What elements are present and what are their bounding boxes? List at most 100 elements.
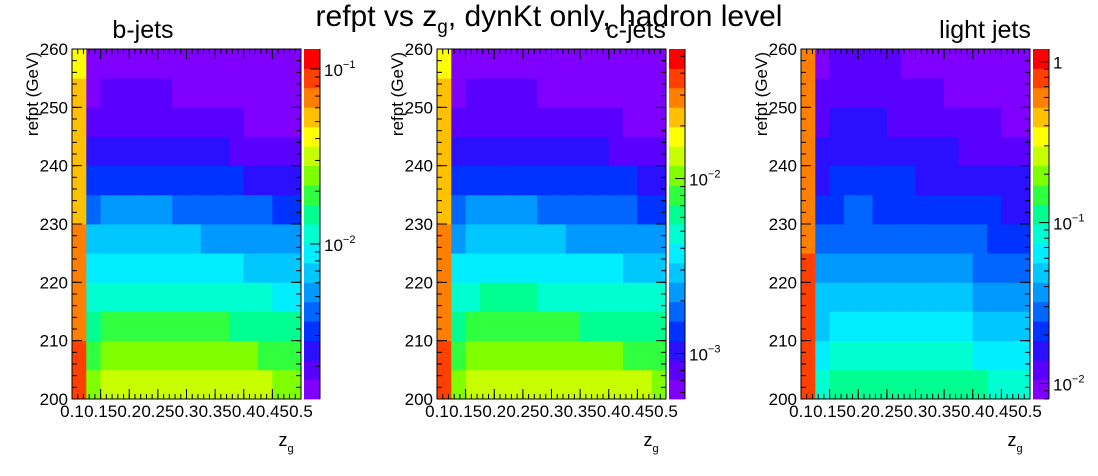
heatmap-cell	[157, 282, 173, 312]
heatmap-cell	[114, 369, 130, 400]
heatmap-cell	[286, 224, 302, 254]
heatmap-cell	[858, 136, 873, 167]
heatmap-cell	[157, 311, 173, 342]
y-tick-label: 240	[405, 157, 433, 176]
color-bar-segment	[304, 146, 320, 167]
heatmap-cell	[958, 369, 974, 400]
heatmap-cell	[815, 107, 831, 137]
heatmap-cell	[494, 282, 509, 312]
x-axis-title-subscript: g	[1016, 443, 1022, 455]
heatmap-cell	[987, 340, 1002, 371]
color-bar-segment	[304, 379, 320, 400]
y-tick-label: 260	[769, 40, 797, 59]
heatmap-panel-2: 0.1 0.15 0.2 0.25 0.3 0.35 0.4 0.45 0.5 200 210 220…	[388, 16, 720, 455]
heatmap-cell	[872, 78, 888, 108]
heatmap-cell	[479, 340, 495, 371]
heatmap-cell	[494, 165, 509, 196]
heatmap-cell	[929, 49, 945, 79]
heatmap-cell	[915, 194, 931, 225]
heatmap-cell	[508, 253, 524, 283]
heatmap-cell	[886, 369, 902, 400]
heatmap-cell	[886, 311, 902, 342]
z-tick-exponent: −2	[708, 169, 721, 181]
heatmap-cell	[958, 49, 974, 79]
heatmap-cell	[229, 165, 245, 196]
x-tick-label: 0.15	[813, 402, 846, 421]
heatmap-cell	[623, 340, 638, 371]
y-axis-title: refpt (GeV)	[388, 52, 407, 136]
heatmap-cell	[944, 369, 959, 400]
heatmap-cell	[100, 253, 116, 283]
heatmap-cell	[172, 253, 187, 283]
heatmap-cell	[987, 165, 1002, 196]
heatmap-cell	[872, 194, 888, 225]
x-tick-label: 0.35	[564, 402, 597, 421]
color-bar-segment	[669, 360, 685, 380]
heatmap-cell	[929, 253, 945, 283]
main-title-suffix: , dynKt only, hadron level	[447, 0, 783, 33]
heatmap-cell	[494, 340, 509, 371]
heatmap-cell	[637, 282, 653, 312]
heatmap-cell	[143, 136, 159, 167]
color-bar-segment	[1033, 379, 1049, 400]
panel-title: light jets	[939, 16, 1031, 44]
heatmap-cell	[551, 340, 567, 371]
heatmap-cell	[815, 282, 831, 312]
heatmap-cell	[172, 194, 187, 225]
heatmap-cell	[537, 311, 552, 342]
heatmap-cell	[872, 224, 888, 254]
heatmap-cell	[437, 107, 452, 137]
heatmap-cell	[886, 107, 902, 137]
heatmap-cell	[86, 253, 102, 283]
heatmap-cell	[829, 49, 845, 79]
heatmap-cell	[286, 253, 302, 283]
heatmap-cell	[200, 136, 216, 167]
color-bar-segment	[304, 49, 320, 69]
heatmap-cell	[929, 282, 945, 312]
heatmap-cell	[1015, 224, 1031, 254]
heatmap-cell	[1015, 49, 1031, 79]
color-bar-segment	[669, 340, 685, 361]
heatmap-cell	[565, 107, 581, 137]
heatmap-cell	[972, 136, 988, 167]
heatmap-cell	[286, 107, 302, 137]
heatmap-cell	[1015, 78, 1031, 108]
heatmap-cell	[944, 253, 959, 283]
heatmap-cell	[200, 340, 216, 371]
heatmap-cell	[1001, 165, 1017, 196]
heatmap-cell	[580, 136, 595, 167]
z-tick-exponent: −1	[343, 59, 356, 71]
heatmap-cell	[608, 369, 624, 400]
heatmap-cell	[100, 340, 116, 371]
heatmap-cell	[901, 224, 916, 254]
color-bar-segment	[669, 379, 685, 400]
y-tick-label: 250	[40, 98, 68, 117]
heatmap-cell	[243, 49, 259, 79]
heatmap-cell	[1015, 136, 1031, 167]
heatmap-cell	[972, 253, 988, 283]
heatmap-cell	[623, 78, 638, 108]
heatmap-cell	[651, 165, 667, 196]
heatmap-cell	[465, 49, 481, 79]
heatmap-cell	[437, 78, 452, 108]
x-tick-label: 0.4	[961, 402, 985, 421]
heatmap-cell	[551, 49, 567, 79]
heatmap-cell	[580, 107, 595, 137]
heatmap-cell	[229, 311, 245, 342]
heatmap-cell	[243, 340, 259, 371]
heatmap-cell	[829, 224, 845, 254]
heatmap-cell	[258, 311, 273, 342]
heatmap-cell	[86, 78, 102, 108]
heatmap-cell	[114, 253, 130, 283]
heatmap-cell	[829, 282, 845, 312]
heatmap-cell	[901, 340, 916, 371]
heatmap-cell	[286, 49, 302, 79]
heatmap-cell	[272, 369, 288, 400]
heatmap-cell	[229, 282, 245, 312]
heatmap-cell	[522, 194, 538, 225]
heatmap-cell	[829, 165, 845, 196]
heatmap-cell	[143, 253, 159, 283]
heatmap-cell	[172, 78, 187, 108]
heatmap-cell	[100, 49, 116, 79]
